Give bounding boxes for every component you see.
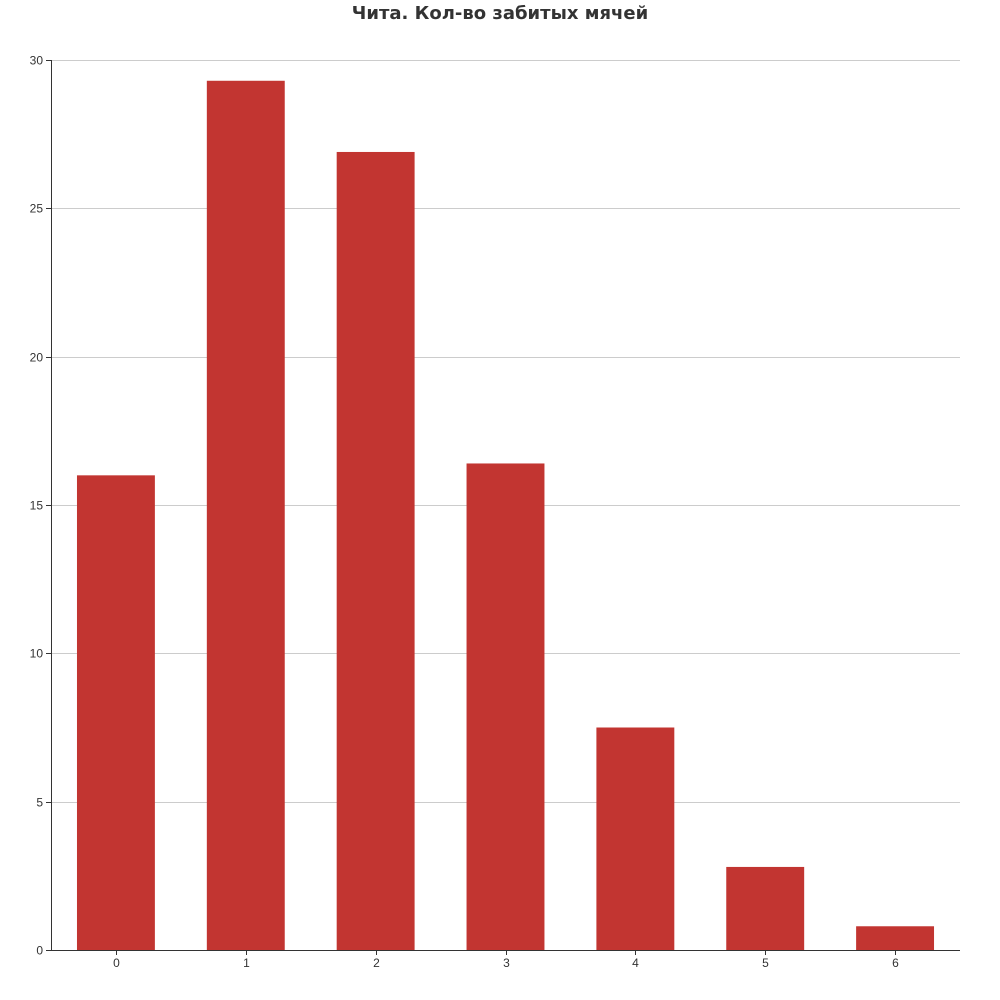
x-tick-label: 2 — [373, 956, 380, 970]
x-tick-label: 4 — [632, 956, 639, 970]
bars — [76, 80, 935, 951]
x-tick-label: 3 — [503, 956, 510, 970]
bar-3[interactable] — [466, 463, 545, 950]
y-tick-label: 15 — [30, 499, 44, 513]
chart-title: Чита. Кол-во забитых мячей — [352, 3, 648, 24]
y-tick-label: 30 — [30, 54, 44, 68]
x-tick-label: 1 — [243, 956, 250, 970]
bar-5[interactable] — [726, 866, 805, 950]
x-tick-label: 6 — [892, 956, 899, 970]
bar-6[interactable] — [856, 926, 935, 950]
x-tick-label: 5 — [762, 956, 769, 970]
axes: 0 5 10 15 20 25 30 0 1 2 3 4 5 6 — [30, 54, 960, 970]
bar-1[interactable] — [206, 80, 285, 951]
bar-0[interactable] — [76, 475, 155, 950]
y-tick-label: 10 — [30, 647, 44, 661]
y-tick-label: 25 — [30, 202, 44, 216]
bar-4[interactable] — [596, 727, 675, 951]
y-tick-label: 5 — [36, 796, 43, 810]
y-tick-label: 20 — [30, 351, 44, 365]
y-tick-label: 0 — [36, 944, 43, 958]
x-tick-label: 0 — [113, 956, 120, 970]
bar-2[interactable] — [336, 151, 415, 950]
